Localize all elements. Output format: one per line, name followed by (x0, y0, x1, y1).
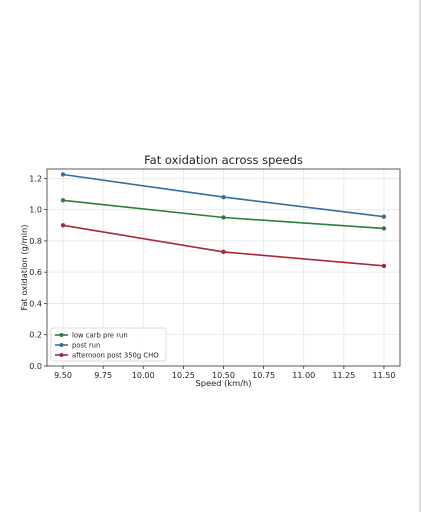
x-tick-label: 10.75 (252, 371, 275, 380)
y-tick-label: 1.0 (29, 206, 42, 215)
x-axis-label: Speed (km/h) (195, 378, 251, 388)
x-tick-label: 10.00 (132, 371, 155, 380)
x-tick-label: 9.75 (94, 371, 112, 380)
legend: low carb pre run post run afternoon post 3… (50, 327, 167, 362)
x-tick-label: 11.25 (332, 371, 355, 380)
legend-label: post run (72, 341, 100, 349)
y-axis-label: Fat oxidation (g/min) (19, 224, 29, 310)
x-tick-label: 11.00 (292, 371, 315, 380)
data-point (381, 214, 387, 219)
x-tick-label: 10.50 (212, 371, 235, 380)
x-tick-label: 11.50 (373, 371, 396, 380)
y-tick-label: 0.8 (29, 237, 42, 246)
legend-marker (59, 353, 64, 357)
legend-marker (59, 343, 64, 347)
data-point (221, 249, 226, 255)
y-tick-label: 0.2 (29, 331, 42, 340)
window-edge-divider (419, 0, 421, 512)
legend-marker (59, 333, 64, 337)
data-point (221, 194, 226, 200)
data-point (221, 215, 226, 220)
y-tick-label: 1.2 (29, 174, 42, 183)
y-tick-label: 0.4 (29, 299, 42, 308)
series-lines (60, 172, 387, 269)
legend-box (50, 327, 167, 362)
x-tick-label: 10.25 (172, 371, 195, 380)
data-point (381, 263, 387, 269)
data-point (60, 223, 66, 228)
y-tick-label: 0.0 (29, 362, 42, 371)
data-point (60, 198, 66, 203)
y-tick-label: 0.6 (29, 268, 42, 277)
axis-ticks: 9.50 9.75 10.00 10.25 10.50 10.75 11.00 11.25 11… (29, 174, 395, 380)
x-tick-label: 9.50 (54, 371, 72, 380)
data-point (60, 172, 66, 177)
legend-label: low carb pre run (72, 331, 128, 339)
chart-title: Fat oxidation across speeds (144, 153, 303, 167)
data-point (381, 226, 387, 231)
legend-label: afternoon post 350g CHO (72, 351, 159, 359)
